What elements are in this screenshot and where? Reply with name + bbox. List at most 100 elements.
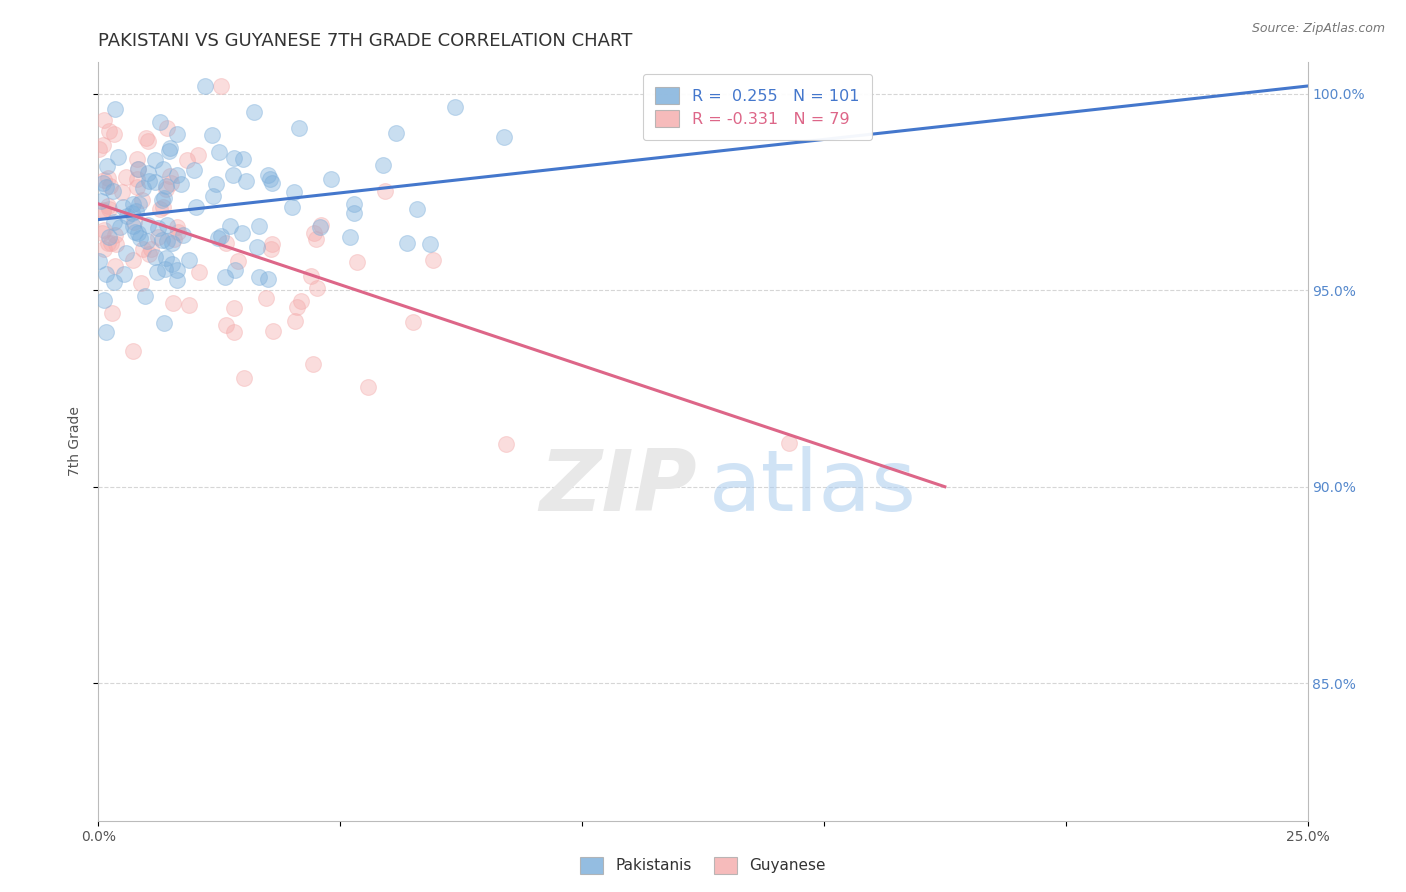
Point [132, 181, 155, 195]
Point [114, 170, 136, 185]
Point [121, 206, 143, 220]
Legend: R =  0.255   N = 101, R = -0.331   N = 79: R = 0.255 N = 101, R = -0.331 N = 79 [643, 74, 872, 140]
Point [103, 184, 125, 198]
Point [152, 161, 174, 176]
Point [111, 200, 134, 214]
Point [93, 173, 115, 187]
Point [343, 197, 366, 211]
Point [153, 262, 176, 277]
Point [155, 178, 177, 193]
Point [111, 186, 134, 200]
Point [176, 153, 198, 167]
Point [149, 202, 172, 216]
Point [104, 237, 127, 252]
Point [125, 180, 148, 194]
Point [145, 153, 167, 167]
Point [373, 158, 395, 172]
Point [125, 152, 148, 166]
Point [214, 269, 236, 284]
Point [124, 215, 146, 229]
Point [422, 253, 444, 268]
Point [121, 344, 143, 359]
Point [288, 121, 311, 136]
Point [93, 242, 115, 256]
Point [187, 148, 209, 162]
Point [285, 300, 308, 314]
Point [290, 294, 312, 309]
Point [207, 231, 229, 245]
Point [91, 176, 114, 190]
Point [146, 265, 169, 279]
Point [156, 218, 179, 232]
Point [356, 380, 378, 394]
Point [233, 370, 256, 384]
Point [183, 163, 205, 178]
Point [103, 127, 125, 141]
Point [134, 289, 156, 303]
Point [166, 219, 188, 234]
Point [150, 233, 173, 247]
Point [135, 130, 157, 145]
Point [155, 182, 177, 196]
Point [231, 152, 253, 166]
Point [205, 177, 228, 191]
Point [167, 225, 190, 239]
Point [149, 115, 172, 129]
Point [177, 252, 200, 267]
Point [396, 235, 419, 250]
Point [163, 232, 186, 246]
Point [125, 203, 148, 218]
Point [339, 230, 361, 244]
Point [222, 301, 245, 315]
Point [224, 263, 246, 277]
Point [172, 228, 194, 243]
Point [108, 219, 131, 234]
Point [281, 200, 304, 214]
Point [104, 259, 127, 273]
Point [98, 178, 121, 193]
Point [136, 218, 159, 232]
Point [103, 276, 125, 290]
Point [201, 188, 224, 202]
Point [98, 202, 121, 217]
Point [138, 174, 160, 188]
Point [215, 235, 238, 250]
Point [222, 151, 245, 165]
Point [94, 268, 117, 282]
Point [222, 168, 245, 182]
Point [262, 324, 284, 338]
Point [145, 174, 167, 188]
Point [121, 253, 143, 268]
Point [166, 273, 188, 287]
Point [100, 236, 122, 251]
Text: ZIP: ZIP [540, 445, 697, 529]
Point [162, 256, 184, 270]
Point [90, 194, 112, 209]
Point [402, 315, 425, 329]
Point [107, 150, 129, 164]
Point [101, 306, 124, 320]
Point [374, 185, 396, 199]
Point [104, 102, 127, 116]
Point [122, 196, 145, 211]
Point [243, 105, 266, 120]
Point [156, 120, 179, 135]
Point [136, 134, 159, 148]
Point [209, 228, 232, 243]
Point [231, 226, 253, 240]
Point [235, 173, 257, 187]
Point [96, 159, 118, 173]
Point [257, 272, 280, 286]
Text: Source: ZipAtlas.com: Source: ZipAtlas.com [1251, 22, 1385, 36]
Point [129, 231, 152, 245]
Point [418, 237, 440, 252]
Point [97, 199, 120, 213]
Text: PAKISTANI VS GUYANESE 7TH GRADE CORRELATION CHART: PAKISTANI VS GUYANESE 7TH GRADE CORRELAT… [98, 32, 633, 50]
Point [494, 130, 516, 145]
Point [160, 177, 183, 191]
Point [224, 325, 246, 339]
Point [115, 209, 138, 223]
Point [260, 176, 283, 190]
Point [97, 171, 120, 186]
Point [93, 223, 115, 237]
